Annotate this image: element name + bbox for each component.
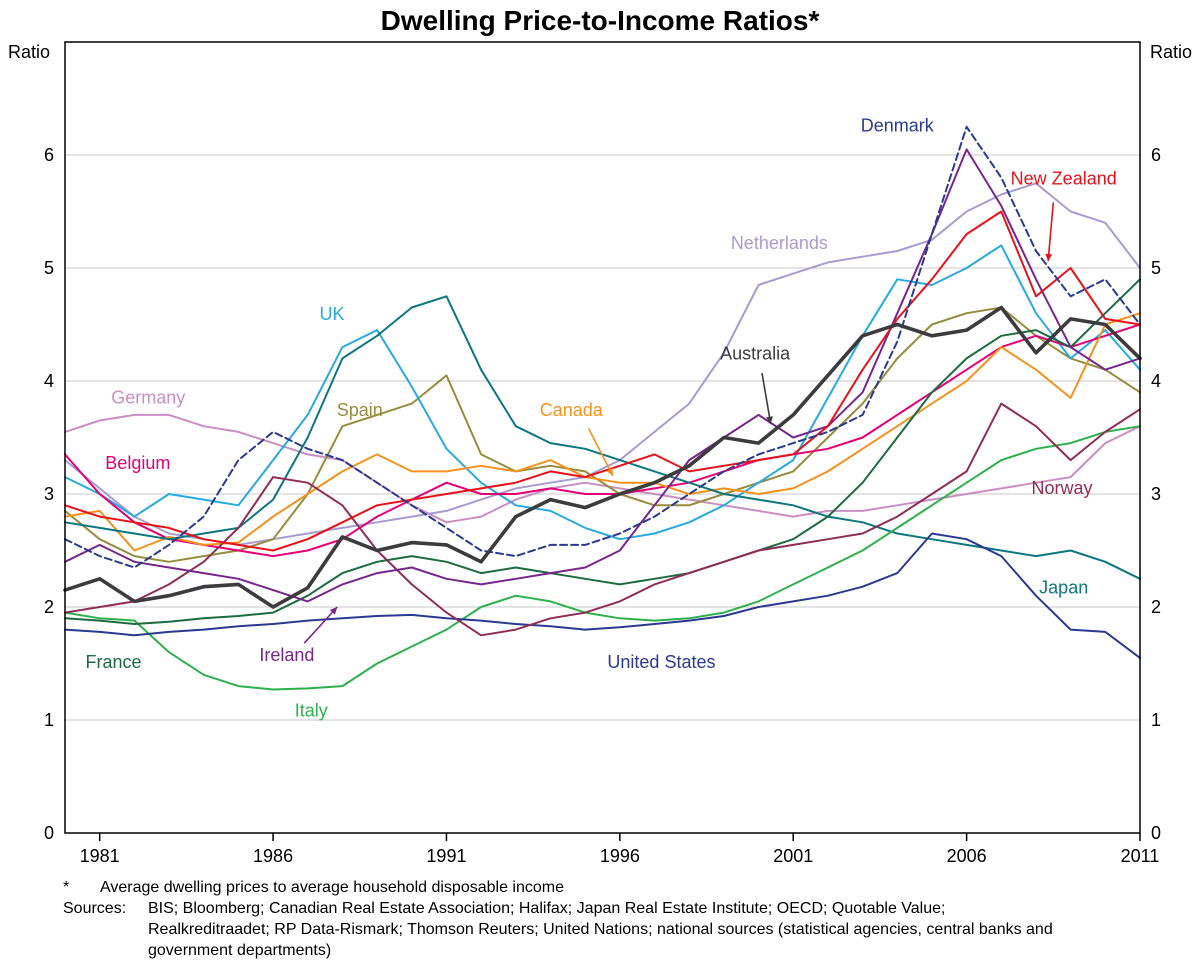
x-tick-label: 2001	[773, 846, 813, 866]
x-tick-label: 1991	[426, 846, 466, 866]
series-japan	[64, 295, 1141, 580]
y-tick-label-left: 0	[44, 823, 54, 843]
x-tick-label: 2006	[947, 846, 987, 866]
series-label-japan: Japan	[1039, 577, 1088, 597]
sources-row: Sources: BIS; Bloomberg; Canadian Real E…	[63, 898, 1148, 961]
series-label-norway: Norway	[1031, 478, 1092, 498]
series-uk	[64, 244, 1141, 541]
annotation-arrow-new-zealand	[1047, 202, 1055, 262]
y-tick-label-left: 4	[44, 371, 54, 391]
series-belgium	[64, 323, 1141, 558]
series-label-uk: UK	[320, 304, 345, 324]
y-tick-label-left: 5	[44, 258, 54, 278]
x-tick-label: 1986	[253, 846, 293, 866]
series-australia	[63, 305, 1142, 609]
gridlines	[65, 154, 1140, 721]
series-lines	[63, 125, 1142, 691]
series-canada	[64, 312, 1141, 552]
plot-border	[64, 41, 1141, 834]
sources-text: BIS; Bloomberg; Canadian Real Estate Ass…	[148, 900, 1053, 959]
y-tick-label-right: 0	[1151, 823, 1161, 843]
annotation-arrowhead-new-zealand	[1045, 253, 1053, 262]
annotation-arrow-canada	[587, 428, 614, 477]
series-ireland	[64, 148, 1141, 603]
sources-label: Sources:	[63, 900, 127, 917]
annotation-arrow-australia	[761, 372, 772, 425]
y-tick-label-right: 2	[1151, 597, 1161, 617]
footnote-marker: *	[63, 879, 70, 896]
x-tick-label: 1981	[80, 846, 120, 866]
series-netherlands	[64, 182, 1141, 546]
series-spain	[64, 306, 1141, 563]
y-tick-label-left: 2	[44, 597, 54, 617]
annotation-arrow-ireland	[303, 606, 338, 644]
series-germany	[64, 413, 1141, 524]
series-france	[64, 278, 1141, 625]
y-tick-label-right: 6	[1151, 145, 1161, 165]
series-denmark	[64, 125, 1141, 569]
series-label-netherlands: Netherlands	[731, 233, 828, 253]
y-axis-title-left: Ratio	[8, 42, 50, 62]
y-tick-label-right: 5	[1151, 258, 1161, 278]
annotations: Germany Belgium UK Spain Canada Netherlands De…	[86, 115, 1117, 720]
series-label-australia: Australia	[720, 344, 791, 364]
series-label-denmark: Denmark	[861, 115, 935, 135]
y-tick-label-left: 1	[44, 710, 54, 730]
annotation-arrowhead-canada	[606, 467, 613, 476]
series-label-new-zealand: New Zealand	[1011, 168, 1117, 188]
footnote-text: Average dwelling prices to average house…	[100, 879, 564, 896]
series-label-germany: Germany	[111, 388, 185, 408]
footnotes: * Average dwelling prices to average hou…	[63, 877, 1148, 961]
series-label-united-states: United States	[607, 652, 715, 672]
axes: 0 0 1 1 2 2 3 3 4 4 5 5 6 6 1981 1986 1991 1996 2001 2006 20…	[8, 42, 1192, 866]
y-tick-label-right: 3	[1151, 484, 1161, 504]
series-italy	[64, 425, 1141, 691]
series-label-spain: Spain	[337, 400, 383, 420]
series-label-france: France	[86, 652, 142, 672]
x-tick-label: 2011	[1121, 846, 1160, 866]
series-label-belgium: Belgium	[105, 453, 170, 473]
series-new-zealand	[64, 210, 1141, 552]
chart-title: Dwelling Price-to-Income Ratios*	[380, 5, 820, 36]
y-tick-label-right: 1	[1151, 710, 1161, 730]
annotation-arrowhead-ireland	[329, 607, 338, 615]
y-tick-label-left: 6	[44, 145, 54, 165]
series-label-italy: Italy	[295, 701, 328, 721]
series-label-ireland: Ireland	[259, 645, 314, 665]
y-tick-label-right: 4	[1151, 371, 1161, 391]
annotation-arrowhead-australia	[766, 416, 773, 424]
chart-canvas: 0 0 1 1 2 2 3 3 4 4 5 5 6 6 1981 1986 1991 1996 2001 2006 20…	[8, 41, 1192, 866]
series-united-states	[64, 532, 1141, 659]
y-tick-label-left: 3	[44, 484, 54, 504]
y-axis-title-right: Ratio	[1150, 42, 1192, 62]
footnote-row: * Average dwelling prices to average hou…	[63, 877, 1148, 898]
x-tick-label: 1996	[600, 846, 640, 866]
series-label-canada: Canada	[540, 400, 604, 420]
series-norway	[64, 402, 1141, 637]
